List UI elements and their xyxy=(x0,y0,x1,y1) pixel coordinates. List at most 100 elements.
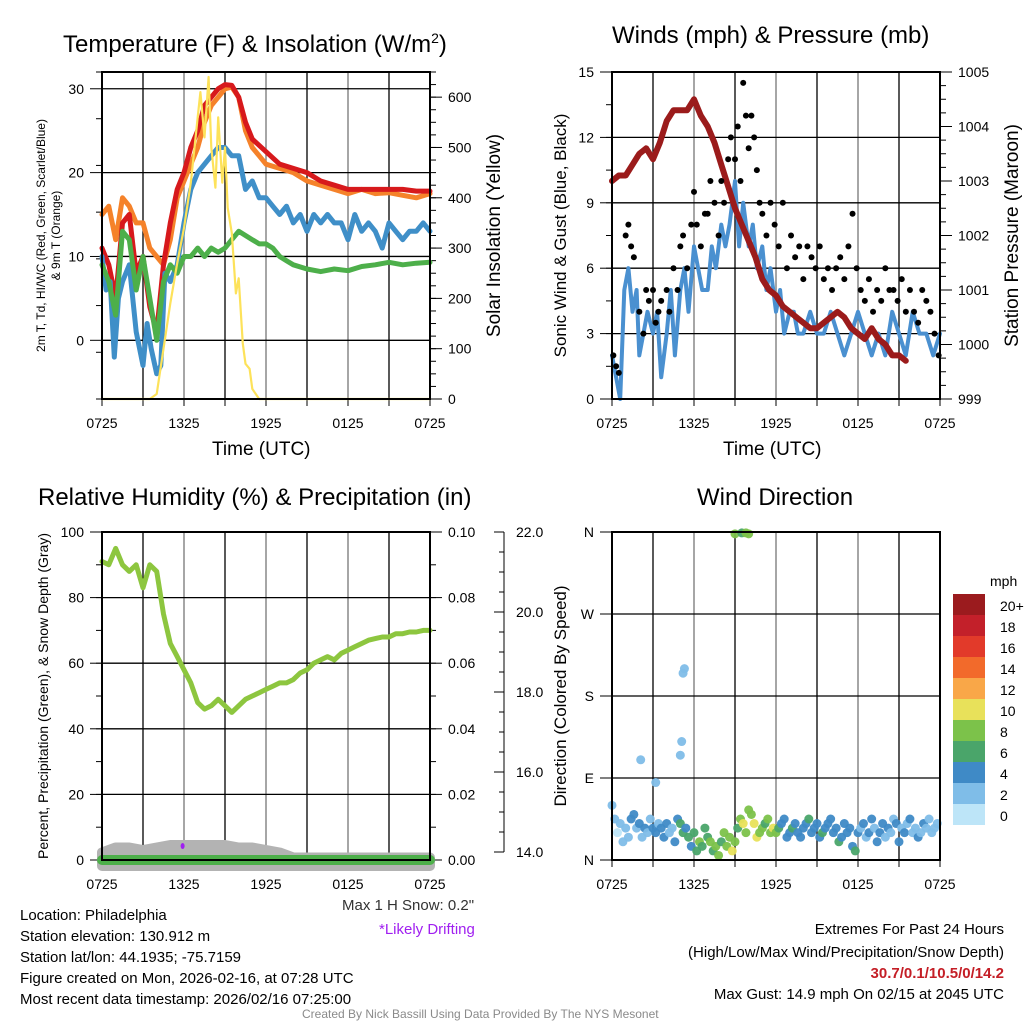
y-tick-label: 10 xyxy=(68,248,84,264)
snow-axis-tick-label: 14.0 xyxy=(516,844,543,860)
y2-tick-label: 0.04 xyxy=(448,721,475,737)
gust-point xyxy=(824,265,831,272)
gust-point xyxy=(630,254,637,261)
direction-point xyxy=(738,819,748,829)
gust-point xyxy=(837,254,844,261)
wind-y2label: Station Pressure (Maroon) xyxy=(1002,124,1023,347)
x-tick-label: 0125 xyxy=(332,876,363,892)
direction-point xyxy=(899,828,909,838)
direction-point xyxy=(670,837,680,847)
gust-point xyxy=(666,308,673,315)
x-tick-label: 0725 xyxy=(414,876,445,892)
direction-point xyxy=(700,823,710,833)
gust-point xyxy=(788,232,795,239)
plot-border xyxy=(611,531,941,861)
dir-chart-title: Wind Direction xyxy=(697,484,854,511)
y2-tick-label: 999 xyxy=(958,391,982,407)
gust-point xyxy=(853,265,860,272)
temp-title-text: Temperature (F) & Insolation (W/m xyxy=(63,31,432,58)
x-tick-label: 1925 xyxy=(250,415,281,431)
temp-ylabel-line1: 2m T, Td, HI/WC (Red, Green, Scarlet/Blu… xyxy=(34,119,48,352)
legend-label: 14 xyxy=(1000,661,1016,677)
y-tick-label: 6 xyxy=(586,260,594,276)
x-tick-label: 0725 xyxy=(596,876,627,892)
direction-point xyxy=(812,819,822,829)
y2-tick-label: 0.06 xyxy=(448,655,475,671)
gust-point xyxy=(643,287,650,293)
gust-point xyxy=(691,188,697,195)
direction-tick-label: N xyxy=(584,852,594,868)
gust-point xyxy=(870,308,877,315)
gust-point xyxy=(796,243,803,250)
y2-tick-label: 1004 xyxy=(958,119,989,135)
direction-point xyxy=(905,814,915,824)
temp-title-sup: 2 xyxy=(431,30,439,46)
legend-swatch xyxy=(953,594,985,615)
drifting-label: *Likely Drifting xyxy=(379,921,475,938)
gust-point xyxy=(674,287,681,293)
extremes-values: 30.7/0.1/10.5/0/14.2 xyxy=(870,965,1004,982)
direction-point xyxy=(886,828,896,838)
direction-point xyxy=(675,750,685,760)
legend-label: 18 xyxy=(1000,619,1016,635)
gust-point xyxy=(707,178,714,184)
gust-point xyxy=(721,199,728,206)
gust-point xyxy=(704,210,711,217)
gust-point xyxy=(725,156,732,163)
gust-point xyxy=(613,363,620,370)
x-tick-label: 0125 xyxy=(332,415,363,431)
y2-tick-label: 0.08 xyxy=(448,590,475,606)
wind-ylabel: Sonic Wind & Gust (Blue, Black) xyxy=(551,114,570,358)
x-tick-label: 0725 xyxy=(86,876,117,892)
gust-point xyxy=(625,221,632,228)
direction-point xyxy=(681,823,691,833)
gust-point xyxy=(688,221,695,228)
gust-point xyxy=(658,297,665,304)
direction-point xyxy=(667,823,677,833)
legend-label: 16 xyxy=(1000,640,1016,656)
legend-label: 0 xyxy=(1000,808,1008,824)
latest-data-text: Most recent data timestamp: 2026/02/16 0… xyxy=(20,991,352,1008)
x-tick-label: 1325 xyxy=(168,415,199,431)
legend-swatch xyxy=(953,657,985,678)
y-tick-label: 100 xyxy=(61,524,85,540)
wind-xlabel: Time (UTC) xyxy=(723,439,822,460)
gust-point xyxy=(775,243,782,250)
gust-point xyxy=(792,254,799,261)
y-tick-label: 0 xyxy=(586,391,594,407)
gust-point xyxy=(711,199,718,206)
max-snow-label: Max 1 H Snow: 0.2" xyxy=(342,897,475,914)
y2-tick-label: 200 xyxy=(448,290,472,306)
gust-point xyxy=(906,287,913,293)
direction-point xyxy=(689,828,699,838)
direction-point xyxy=(645,814,655,824)
gust-point xyxy=(645,297,652,304)
gust-point xyxy=(861,297,868,304)
gust-point xyxy=(727,134,734,141)
gust-point xyxy=(865,276,872,283)
gust-point xyxy=(718,178,725,184)
gust-point xyxy=(812,265,819,272)
direction-point xyxy=(831,823,841,833)
x-tick-label: 1925 xyxy=(760,415,791,431)
legend-swatch xyxy=(953,783,985,804)
extremes-block: Extremes For Past 24 Hours (High/Low/Max… xyxy=(688,919,1004,1005)
gust-point xyxy=(748,112,755,119)
x-tick-label: 1925 xyxy=(250,876,281,892)
temp-chart-title: Temperature (F) & Insolation (W/m2) xyxy=(63,30,447,59)
y-tick-label: 80 xyxy=(68,590,84,606)
wind-chart-title: Winds (mph) & Pressure (mb) xyxy=(612,22,930,49)
gust-point xyxy=(902,308,909,315)
direction-point xyxy=(790,819,800,829)
direction-point xyxy=(826,814,836,824)
x-tick-label: 0725 xyxy=(596,415,627,431)
legend-swatch xyxy=(953,615,985,636)
direction-point xyxy=(677,737,687,747)
temp-title-end: ) xyxy=(438,31,447,58)
extremes-heading: Extremes For Past 24 Hours xyxy=(814,921,1004,938)
location-text: Location: Philadelphia xyxy=(20,907,167,924)
y-tick-label: 9 xyxy=(586,195,594,211)
y-tick-label: 60 xyxy=(68,655,84,671)
gust-point xyxy=(628,243,635,250)
